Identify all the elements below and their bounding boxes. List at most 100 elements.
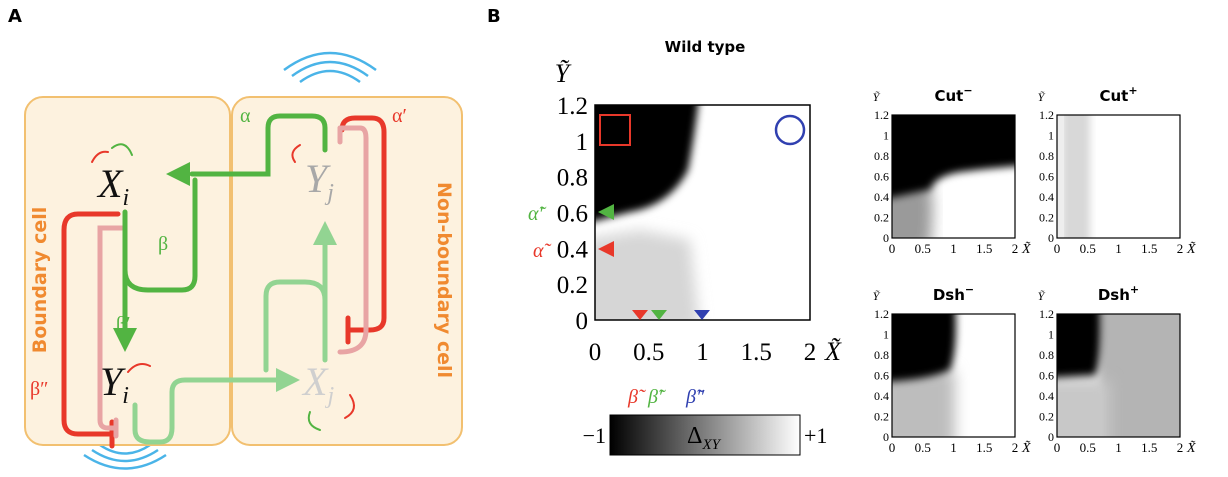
cell-label: Boundary cell — [29, 207, 51, 354]
colorbar-symbol: ΔXY — [687, 423, 722, 453]
inset-title: Cut− — [934, 84, 972, 105]
x-tick-label: 0 — [1054, 241, 1061, 256]
nodes: Xi Yi Yj Xj — [96, 156, 334, 409]
edge-labels: α α′ β β′ β″ — [30, 105, 407, 400]
y-tick-label: 0.8 — [1039, 348, 1054, 362]
title-sup: − — [963, 84, 972, 97]
y-tick-label: 1 — [883, 328, 889, 342]
symbol: Δ — [687, 423, 702, 449]
marker-label: β̃ — [627, 386, 646, 408]
x-tick-label: 2 — [1012, 440, 1019, 455]
title-text: Dsh — [933, 286, 965, 304]
y-tick-label: 0.4 — [874, 389, 889, 403]
y-tick-label: 0.2 — [874, 211, 889, 225]
x-tick-label: 1 — [1115, 440, 1122, 455]
y-tick-label: 0.2 — [1039, 410, 1054, 424]
title-text: Dsh — [1098, 286, 1130, 304]
title-sup: − — [965, 283, 974, 296]
y-tick-label: 0 — [576, 308, 589, 335]
y-tick-label: 1.2 — [874, 307, 889, 321]
y-tick-label: 0.2 — [557, 272, 588, 299]
x-tick-label: 2 — [1012, 241, 1019, 256]
node-sub: j — [324, 180, 334, 206]
title-text: Cut — [934, 87, 963, 105]
x-tick-label: 1 — [950, 440, 957, 455]
non-boundary-cell — [231, 96, 463, 446]
colorbar-label: +1 — [804, 423, 827, 448]
marker-triangle — [632, 310, 648, 320]
axis-label: Ỹ — [873, 90, 881, 104]
y-tick-label: 0 — [1048, 430, 1054, 444]
y-tick-label: 0 — [883, 430, 889, 444]
signal-arcs — [83, 51, 377, 470]
plot-frame — [891, 114, 1016, 239]
x-tick-label: 1 — [950, 241, 957, 256]
y-tick-label: 0.6 — [874, 170, 889, 184]
axis-label: Ỹ — [1038, 289, 1046, 303]
x-tick-label: 1.5 — [1141, 241, 1157, 256]
heatmap — [1057, 314, 1180, 437]
title-sup: + — [1128, 84, 1137, 97]
x-tick-label: 0 — [1054, 440, 1061, 455]
node-sub: i — [122, 185, 129, 211]
heatmap — [595, 105, 810, 320]
y-tick-label: 0.4 — [1039, 389, 1054, 403]
node-sub: i — [122, 383, 129, 409]
panel-label: B — [487, 6, 501, 27]
plot-frame — [1056, 114, 1181, 239]
y-tick-label: 0.4 — [874, 190, 889, 204]
marker-label: β̃′ — [647, 386, 666, 408]
y-tick-label: 0.8 — [1039, 149, 1054, 163]
y-tick-label: 0.8 — [874, 348, 889, 362]
inset-title: Cut+ — [1099, 84, 1137, 105]
x-tick-label: 2 — [804, 339, 817, 366]
edge-label: β″ — [30, 378, 49, 400]
y-tick-label: 1.2 — [1039, 108, 1054, 122]
y-tick-label: 1.2 — [1039, 307, 1054, 321]
plot-frame — [594, 104, 811, 321]
axis-label: Ỹ — [1038, 90, 1046, 104]
y-tick-label: 1 — [883, 129, 889, 143]
node-sub: j — [324, 383, 334, 409]
axis-label: X̃ — [1186, 440, 1196, 456]
y-tick-label: 0.2 — [874, 410, 889, 424]
node-base: Y — [100, 359, 126, 404]
y-tick-label: 0 — [883, 231, 889, 245]
network-edges — [61, 113, 387, 449]
x-tick-label: 0.5 — [915, 241, 931, 256]
heatmap — [892, 115, 1015, 238]
colorbar — [609, 414, 801, 456]
marker-triangle — [598, 241, 614, 257]
x-tick-label: 1 — [696, 339, 709, 366]
x-tick-label: 0.5 — [915, 440, 931, 455]
x-tick-label: 0.5 — [633, 339, 664, 366]
node-base: X — [301, 359, 329, 404]
inset-title: Dsh+ — [1098, 283, 1139, 304]
marker-label: α̃ — [533, 240, 551, 262]
y-tick-label: 0.4 — [557, 236, 589, 263]
x-tick-label: 0 — [589, 339, 602, 366]
marker-triangle — [651, 310, 667, 320]
y-tick-label: 1.2 — [874, 108, 889, 122]
axis-label: X̃ — [824, 337, 842, 366]
edge-label: α′ — [392, 105, 407, 127]
y-tick-label: 0.8 — [874, 149, 889, 163]
node: Xi — [96, 161, 129, 211]
y-tick-label: 0.2 — [1039, 211, 1054, 225]
marker-triangle — [694, 310, 710, 320]
y-tick-label: 1.2 — [557, 93, 588, 120]
panel-title: Wild type — [665, 38, 746, 56]
y-tick-label: 0.8 — [557, 165, 588, 192]
marker-square — [599, 114, 631, 146]
y-tick-label: 0 — [1048, 231, 1054, 245]
node: Xj — [301, 359, 334, 409]
edge-label: α — [240, 105, 251, 127]
x-tick-label: 2 — [1177, 440, 1184, 455]
node-base: X — [96, 161, 124, 206]
x-tick-label: 0.5 — [1080, 440, 1096, 455]
plot-frame — [1056, 313, 1181, 438]
y-tick-label: 0.4 — [1039, 190, 1054, 204]
marker-label: β̃″ — [685, 386, 705, 408]
cell-label: Non-boundary cell — [433, 182, 455, 378]
